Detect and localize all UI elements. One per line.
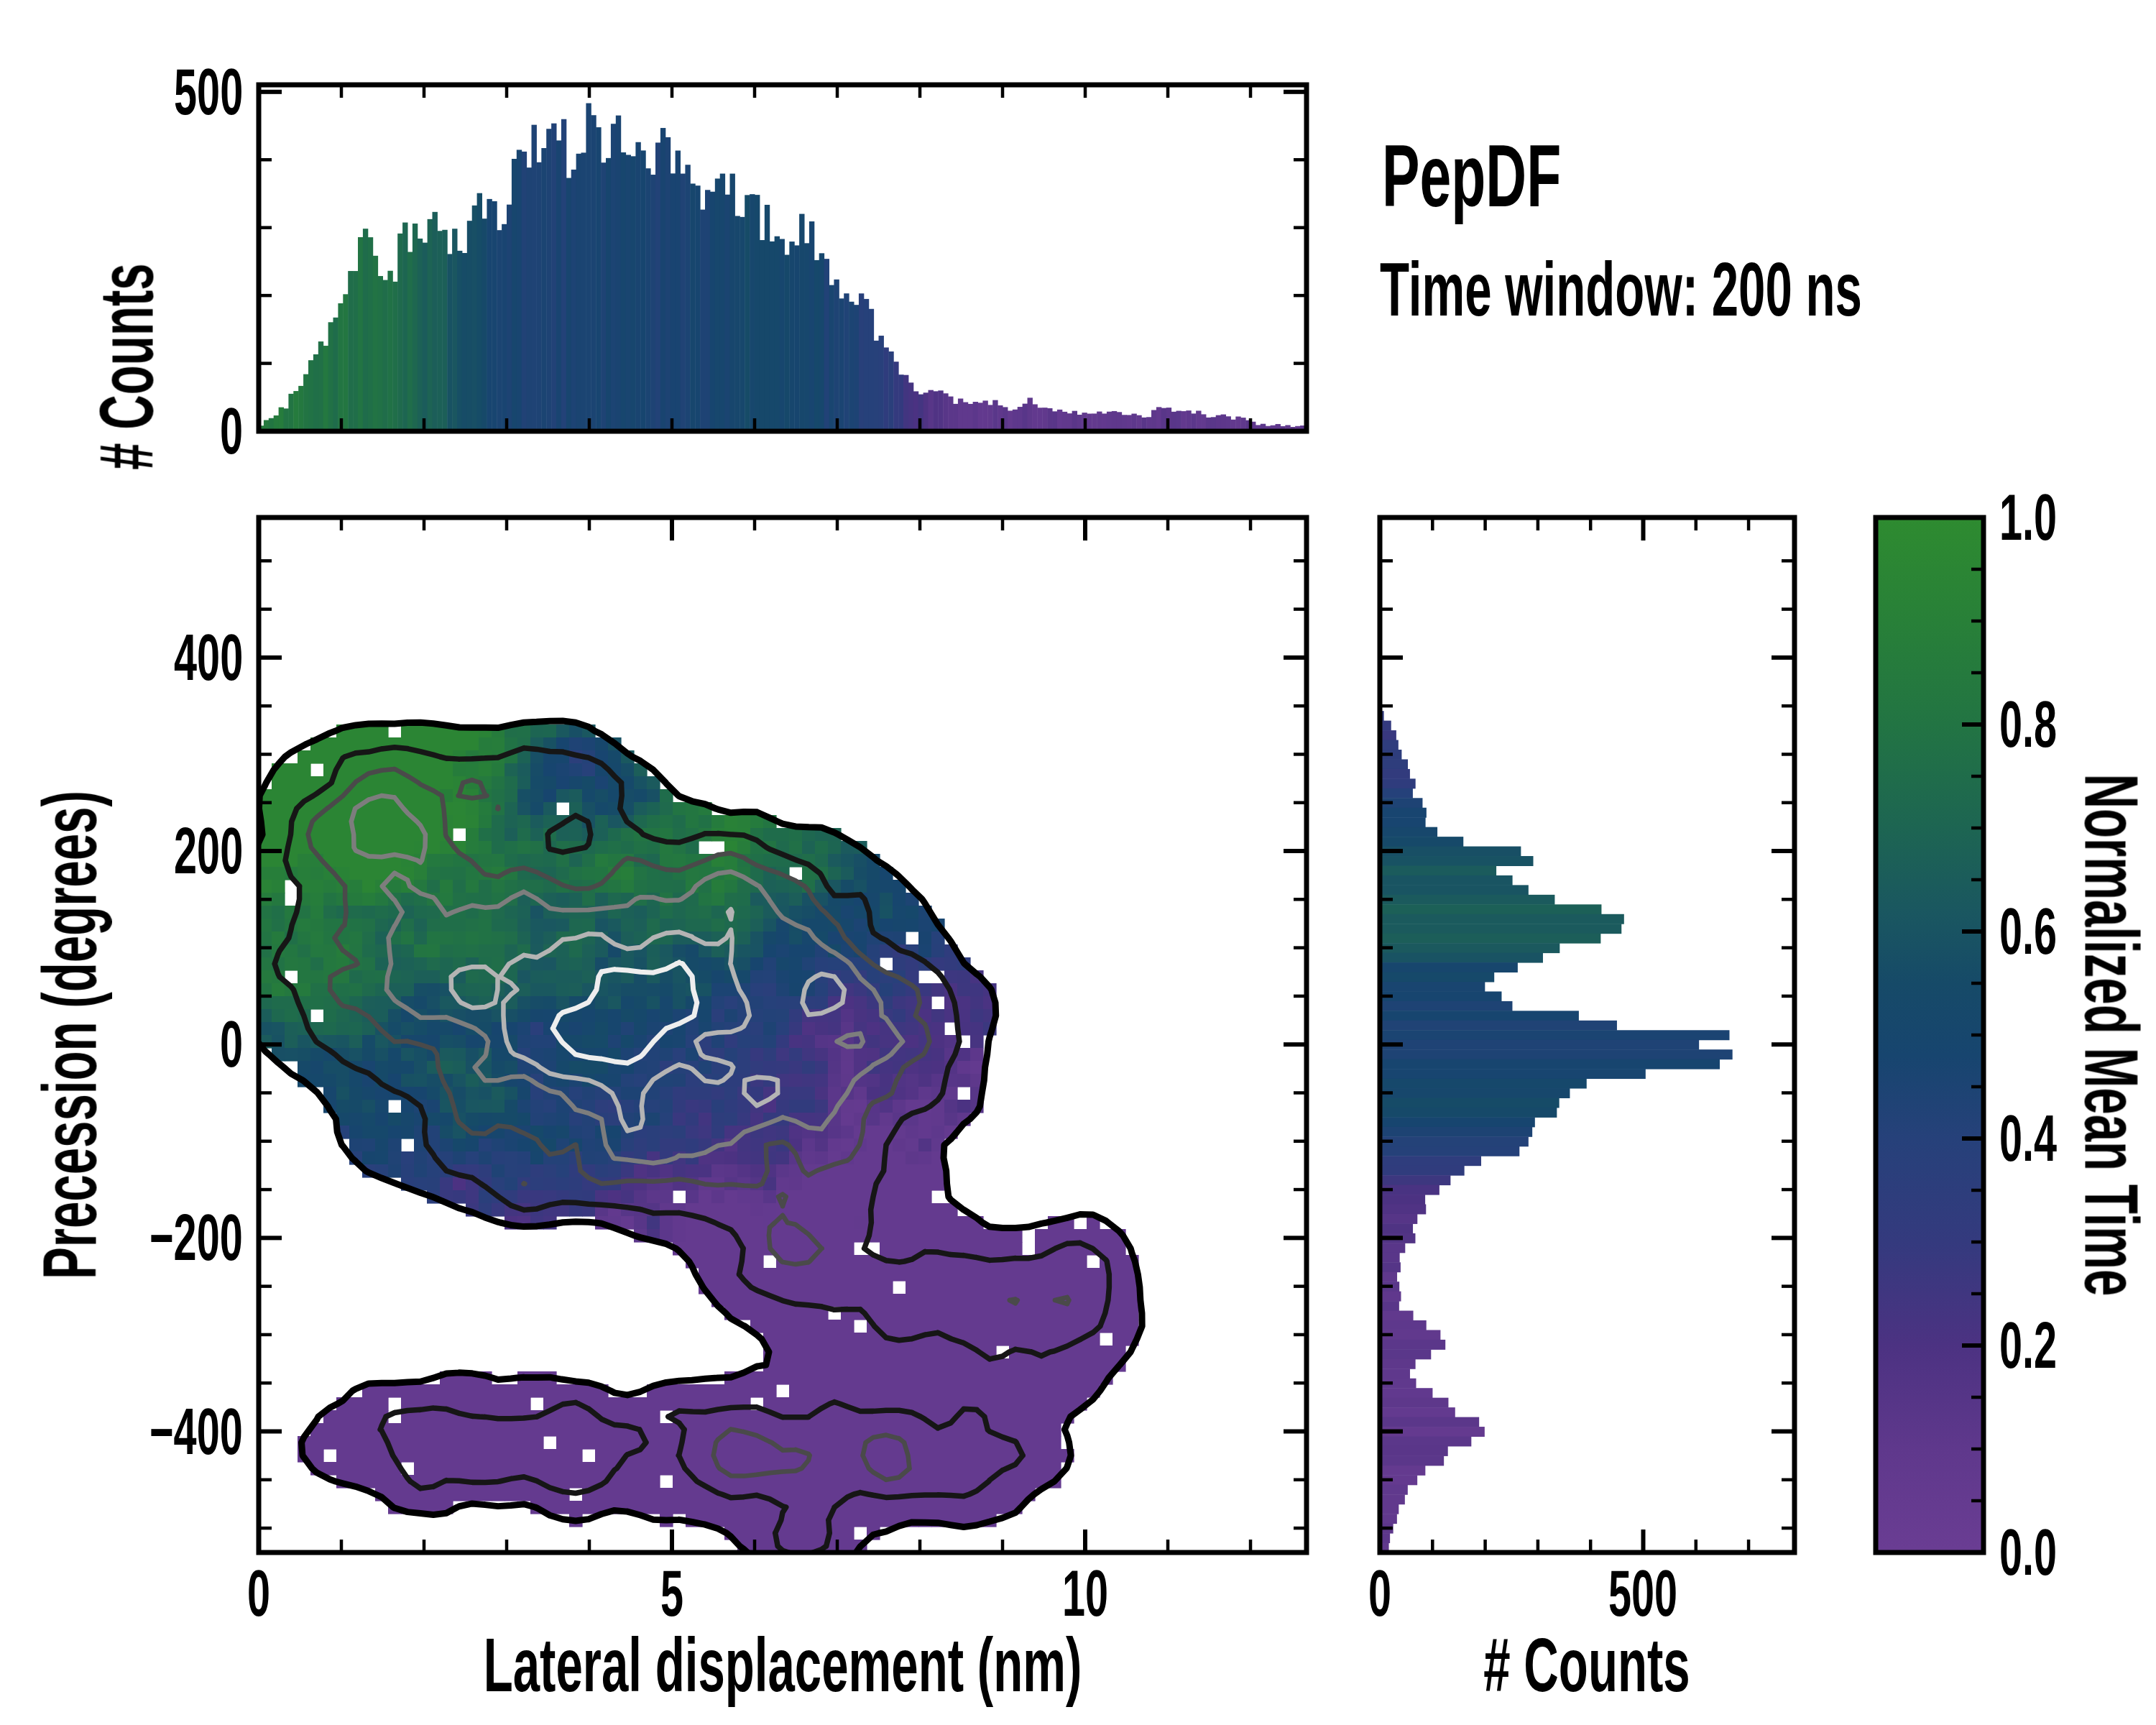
main-xtick-5: 5 — [660, 1561, 683, 1626]
right-hist-xtick-500: 500 — [1608, 1561, 1677, 1626]
main-ytick-0: 0 — [220, 1012, 243, 1077]
top-hist-ytick-500: 500 — [174, 60, 243, 124]
top-hist-ylabel: # Counts — [89, 263, 165, 469]
colorbar-tick-0.6: 0.6 — [1999, 899, 2057, 964]
main-xlabel: Lateral displacement (nm) — [484, 1627, 1082, 1703]
colorbar-tick-0.4: 0.4 — [1999, 1106, 2057, 1171]
main-xtick-0: 0 — [247, 1561, 270, 1626]
right-hist-xlabel: # Counts — [1483, 1627, 1690, 1703]
colorbar-tick-0.2: 0.2 — [1999, 1313, 2057, 1378]
annotation-title: PepDF — [1382, 132, 1561, 220]
main-ylabel: Precession (degrees) — [32, 791, 108, 1279]
main-ytick-400: 400 — [174, 625, 243, 690]
right-hist-xtick-0: 0 — [1368, 1561, 1391, 1626]
colorbar-tick-0.0: 0.0 — [1999, 1520, 2057, 1585]
main-ytick--400: −400 — [149, 1399, 243, 1464]
main-ytick-200: 200 — [174, 819, 243, 883]
main-xtick-10: 10 — [1062, 1561, 1108, 1626]
top-hist-ytick-0: 0 — [220, 399, 243, 464]
figure: # Counts Precession (degrees) Lateral di… — [0, 0, 2156, 1725]
main-ytick--200: −200 — [149, 1205, 243, 1270]
colorbar-tick-0.8: 0.8 — [1999, 692, 2057, 757]
annotation-subtitle: Time window: 200 ns — [1380, 252, 1862, 327]
colorbar-label: Normalized Mean Time — [2074, 774, 2150, 1297]
colorbar-tick-1.0: 1.0 — [1999, 485, 2057, 550]
